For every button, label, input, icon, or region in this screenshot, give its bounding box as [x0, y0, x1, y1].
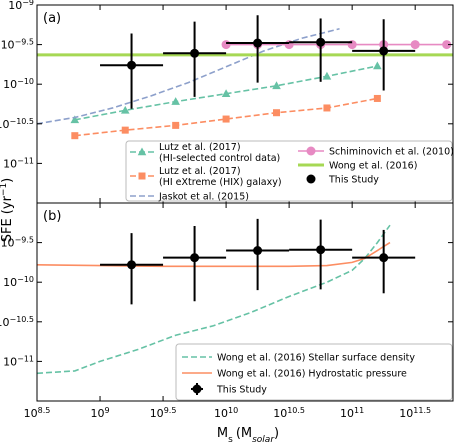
data-point — [121, 126, 129, 134]
series-1-line — [37, 241, 391, 268]
data-point — [442, 40, 452, 50]
plot-area — [37, 15, 453, 140]
data-point — [221, 40, 231, 50]
legend-item: Jaskot et al. (2015) — [130, 192, 249, 203]
legend-label: This Study — [216, 385, 267, 396]
data-point — [272, 81, 281, 90]
y-tick-label: 10−10.5 — [0, 314, 34, 329]
data-point — [127, 60, 137, 70]
data-point — [253, 246, 263, 256]
legend-swatch-marker — [306, 174, 316, 184]
x-tick-label: 1011 — [340, 406, 364, 421]
plot-frame — [36, 202, 454, 402]
data-point — [171, 97, 180, 105]
y-tick-label: 10−9 — [8, 0, 34, 12]
series-1 — [71, 94, 381, 140]
plot-area — [37, 218, 416, 375]
data-point — [70, 115, 80, 124]
legend-label: Schiminovich et al. (2010) — [329, 147, 454, 158]
legend-swatch-marker — [138, 172, 146, 180]
legend-box — [125, 140, 453, 202]
y-tick-label: 10−10.5 — [0, 116, 34, 131]
x-tick-label: 108.5 — [24, 406, 51, 421]
legend-swatch-marker — [137, 147, 147, 156]
legend-label: Wong et al. (2016) Stellar surface densi… — [217, 353, 415, 364]
series-0 — [70, 61, 382, 124]
data-point — [379, 46, 389, 56]
legend-item: This Study — [306, 174, 379, 186]
legend-label: Jaskot et al. (2015) — [158, 192, 249, 203]
y-tick-label: 10−11 — [3, 354, 34, 369]
data-point — [316, 37, 326, 47]
series-0-line — [37, 224, 391, 375]
x-tick-label: 1010 — [214, 406, 238, 421]
panel-label: (a) — [43, 11, 61, 26]
legend-item: Lutz et al. (2017) (HI eXtreme (HIX) gala… — [130, 166, 282, 188]
x-tick-label: 1011.5 — [399, 406, 431, 421]
data-point — [273, 109, 281, 117]
y-tick-label: 10−10 — [3, 77, 34, 92]
series-5 — [100, 15, 416, 109]
legend-box — [175, 343, 453, 401]
panel-label: (b) — [43, 209, 61, 224]
data-point — [221, 89, 231, 98]
data-point — [373, 94, 381, 102]
data-point — [379, 253, 389, 263]
data-point — [253, 38, 263, 48]
data-point — [410, 40, 420, 50]
series-2 — [100, 218, 416, 305]
legend-item: This Study — [191, 383, 267, 396]
data-point — [71, 132, 79, 140]
data-point — [322, 71, 332, 80]
legend-item: Schiminovich et al. (2010) — [298, 146, 454, 158]
data-point — [172, 121, 180, 129]
data-point — [316, 245, 326, 255]
legend-label: Lutz et al. (2017) (HI-selected control d… — [159, 142, 280, 164]
data-point — [127, 260, 137, 270]
data-point — [373, 61, 382, 70]
data-point — [190, 253, 200, 263]
legend-item: Wong et al. (2016) Stellar surface densi… — [182, 353, 415, 364]
legend-item: Wong et al. (2016) — [298, 161, 417, 172]
data-point — [222, 115, 230, 123]
y-tick-label: 10−11 — [3, 156, 34, 171]
data-point — [323, 104, 331, 112]
x-axis-label: Ms (Msolar) — [217, 426, 279, 445]
legend-item: Lutz et al. (2017) (HI-selected control d… — [130, 142, 280, 164]
legend-label: Wong et al. (2016) Hydrostatic pressure — [217, 369, 407, 380]
x-tick-label: 109 — [90, 406, 109, 421]
y-tick-label: 10−9.5 — [1, 37, 34, 52]
series-1 — [37, 241, 391, 268]
series-0 — [37, 224, 391, 375]
y-tick-label: 10−10 — [3, 275, 34, 290]
legend-item: Wong et al. (2016) Hydrostatic pressure — [182, 369, 407, 380]
legend-swatch-marker — [306, 146, 316, 156]
x-tick-label: 109.5 — [150, 406, 177, 421]
axis-ticks: 108.5 109 109.5 1010 1010.5 1011 1011.5 10−9.5 1… — [0, 203, 453, 420]
data-point — [120, 105, 130, 114]
legend-label: Wong et al. (2016) — [329, 161, 417, 172]
legend-label: This Study — [328, 175, 379, 186]
legend: Wong et al. (2016) Stellar surface densi… — [175, 343, 453, 401]
x-tick-label: 1010.5 — [273, 406, 305, 421]
legend: Lutz et al. (2017) (HI-selected control d… — [125, 140, 454, 203]
data-point — [190, 48, 200, 58]
axis-ticks: 10−9 10−9.5 10−10 10−10.5 10−11 — [0, 0, 453, 203]
panel-a: 10−9 10−9.5 10−10 10−10.5 10−11 (a) Lutz et al… — [0, 0, 454, 204]
y-axis-label: SFE (yr−1) — [0, 178, 15, 243]
panel-b: 108.5 109 109.5 1010 1010.5 1011 1011.5 10−9.5 1… — [0, 202, 454, 420]
legend-label: Lutz et al. (2017) (HI eXtreme (HIX) gala… — [159, 166, 282, 188]
legend-swatch-marker — [192, 384, 202, 394]
y-tick-label: 10−9.5 — [1, 235, 34, 250]
